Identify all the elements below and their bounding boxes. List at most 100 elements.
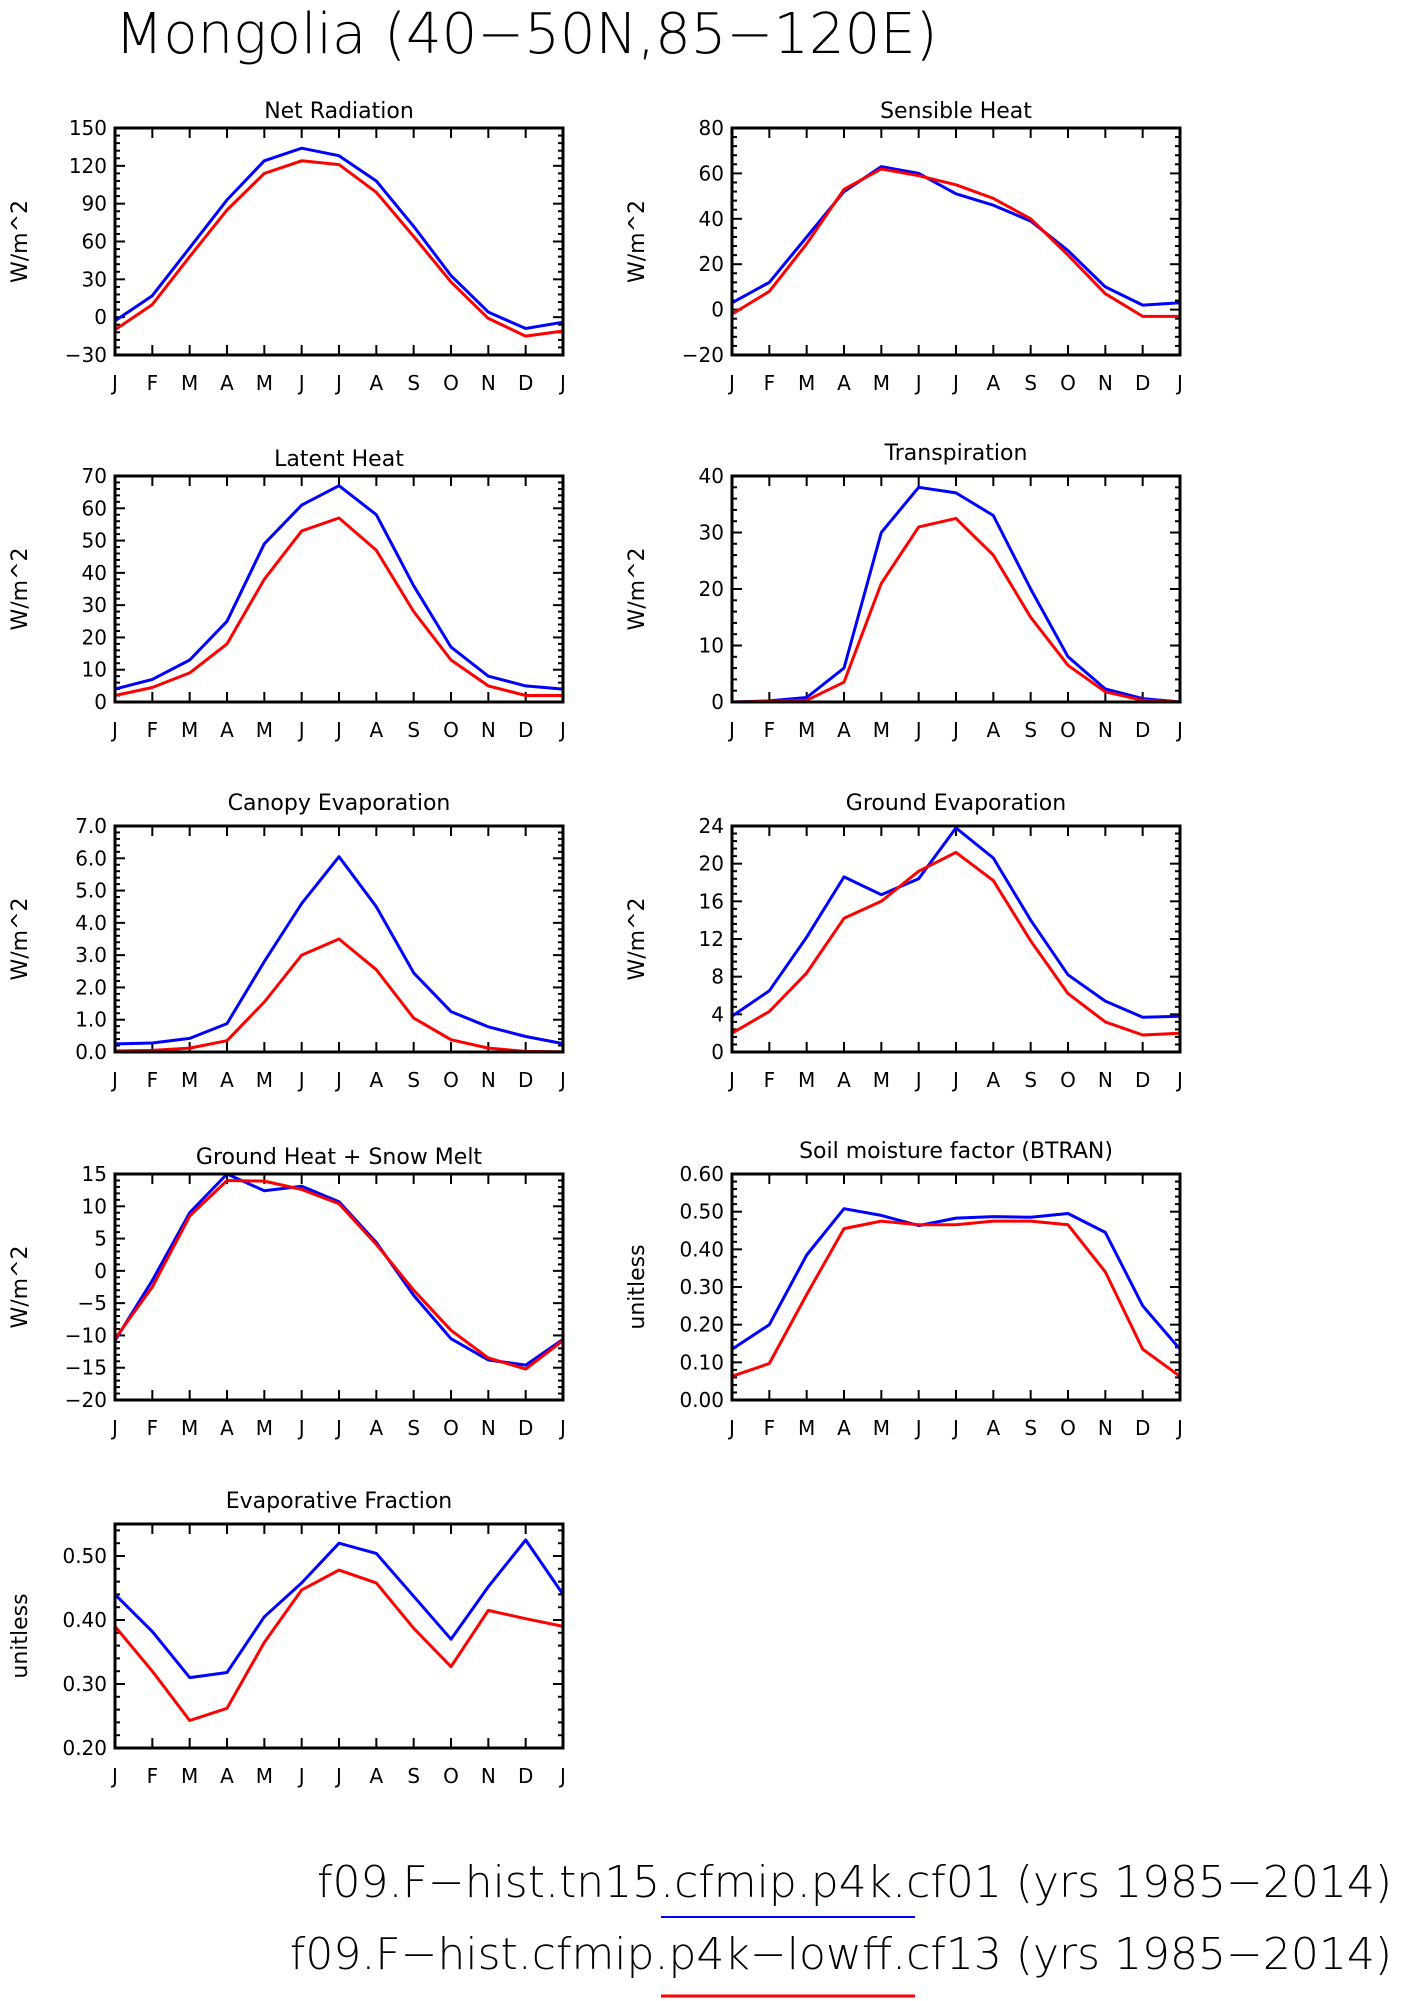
x-tick-label: J	[334, 1416, 342, 1440]
x-tick-label: A	[369, 1764, 383, 1788]
y-tick-label: 5	[94, 1227, 107, 1251]
x-tick-label: O	[443, 718, 459, 742]
x-tick-label: F	[764, 1416, 776, 1440]
x-tick-label: N	[1098, 1068, 1113, 1092]
x-tick-label: M	[181, 1416, 198, 1440]
x-tick-label: N	[1098, 1416, 1113, 1440]
y-axis-label: W/m^2	[625, 200, 650, 283]
x-tick-label: N	[481, 718, 496, 742]
x-tick-label: F	[147, 1764, 159, 1788]
series-line-blue	[114, 484, 564, 691]
y-tick-label: 40	[699, 207, 724, 231]
x-tick-label: A	[986, 1416, 1000, 1440]
x-tick-label: O	[1060, 718, 1076, 742]
x-tick-label: D	[518, 718, 533, 742]
x-tick-label: J	[110, 1764, 118, 1788]
x-tick-label: J	[558, 1416, 566, 1440]
x-tick-label: J	[334, 718, 342, 742]
x-tick-label: J	[951, 371, 959, 395]
y-tick-label: 60	[82, 496, 107, 520]
x-tick-label: A	[837, 1068, 851, 1092]
panel-title: Transpiration	[884, 441, 1028, 466]
x-tick-label: M	[873, 1416, 890, 1440]
panel-title: Latent Heat	[274, 447, 404, 472]
x-tick-label: J	[727, 718, 735, 742]
series-line-blue	[113, 1538, 565, 1680]
x-tick-label: A	[369, 1416, 383, 1440]
x-tick-label: M	[873, 1068, 890, 1092]
x-tick-label: J	[558, 1068, 566, 1092]
x-tick-label: J	[110, 371, 118, 395]
x-tick-label: M	[798, 371, 815, 395]
chart-panel: Ground Heat + Snow Melt W/m^2 −20 −15 −10 −5 0…	[8, 1145, 566, 1440]
x-tick-label: A	[220, 718, 234, 742]
y-tick-label: 0.50	[679, 1200, 724, 1224]
plot-frame	[113, 824, 565, 1054]
series-line-red	[731, 167, 1180, 318]
series-line-red	[731, 1219, 1181, 1378]
panel-title: Ground Evaporation	[846, 791, 1066, 816]
x-tick-label: J	[727, 371, 735, 395]
y-tick-label: 150	[69, 116, 107, 140]
y-axis-label: W/m^2	[8, 547, 33, 630]
x-tick-label: M	[256, 1764, 273, 1788]
x-tick-label: J	[110, 718, 118, 742]
panel-title: Canopy Evaporation	[228, 791, 451, 816]
y-tick-label: 0.20	[679, 1313, 724, 1337]
y-tick-label: 0	[94, 305, 107, 329]
x-tick-label: M	[181, 371, 198, 395]
panel-title: Sensible Heat	[880, 99, 1032, 124]
y-tick-label: 0.30	[62, 1672, 107, 1696]
x-tick-label: J	[914, 1068, 922, 1092]
x-tick-label: J	[914, 1416, 922, 1440]
y-tick-label: 0.50	[62, 1544, 107, 1568]
y-tick-label: −10	[65, 1323, 107, 1347]
x-tick-label: F	[147, 1068, 159, 1092]
x-tick-label: J	[558, 1764, 566, 1788]
y-tick-label: 1.0	[75, 1008, 107, 1032]
x-tick-label: F	[147, 1416, 159, 1440]
x-tick-label: O	[1060, 1068, 1076, 1092]
x-tick-label: M	[256, 1068, 273, 1092]
y-axis-label: W/m^2	[625, 897, 650, 980]
x-tick-label: A	[220, 1068, 234, 1092]
x-tick-label: J	[334, 1068, 342, 1092]
x-tick-label: A	[220, 1764, 234, 1788]
x-tick-label: M	[873, 371, 890, 395]
x-tick-label: J	[1175, 718, 1183, 742]
x-tick-label: J	[297, 1416, 305, 1440]
x-tick-label: J	[334, 371, 342, 395]
series-line-red	[731, 850, 1181, 1037]
x-tick-label: M	[873, 718, 890, 742]
x-tick-label: A	[369, 1068, 383, 1092]
y-tick-label: 0	[94, 1259, 107, 1283]
y-tick-label: 60	[82, 230, 107, 254]
x-tick-label: A	[837, 718, 851, 742]
panel-title: Soil moisture factor (BTRAN)	[799, 1139, 1113, 1164]
y-tick-label: 40	[699, 464, 724, 488]
y-tick-label: 120	[69, 154, 107, 178]
x-tick-label: J	[1175, 1416, 1183, 1440]
panel-title: Evaporative Fraction	[226, 1489, 452, 1514]
x-tick-label: A	[369, 371, 383, 395]
series-line-blue	[731, 485, 1181, 704]
y-tick-label: 80	[699, 116, 724, 140]
x-tick-label: F	[764, 1068, 776, 1092]
x-tick-label: J	[297, 371, 305, 395]
y-axis-label: unitless	[8, 1593, 33, 1678]
x-tick-label: J	[297, 718, 305, 742]
x-tick-label: M	[798, 1068, 815, 1092]
x-tick-label: S	[1024, 371, 1037, 395]
x-tick-label: J	[334, 1764, 342, 1788]
y-tick-label: 20	[82, 625, 107, 649]
y-tick-label: 0.10	[679, 1350, 724, 1374]
x-tick-label: S	[407, 718, 420, 742]
y-tick-label: 2.0	[75, 975, 107, 999]
x-tick-label: S	[407, 371, 420, 395]
x-tick-label: A	[986, 1068, 1000, 1092]
chart-panel: Soil moisture factor (BTRAN) unitless 0.00…	[625, 1139, 1183, 1440]
x-tick-label: J	[914, 371, 922, 395]
y-tick-label: −5	[78, 1291, 107, 1315]
